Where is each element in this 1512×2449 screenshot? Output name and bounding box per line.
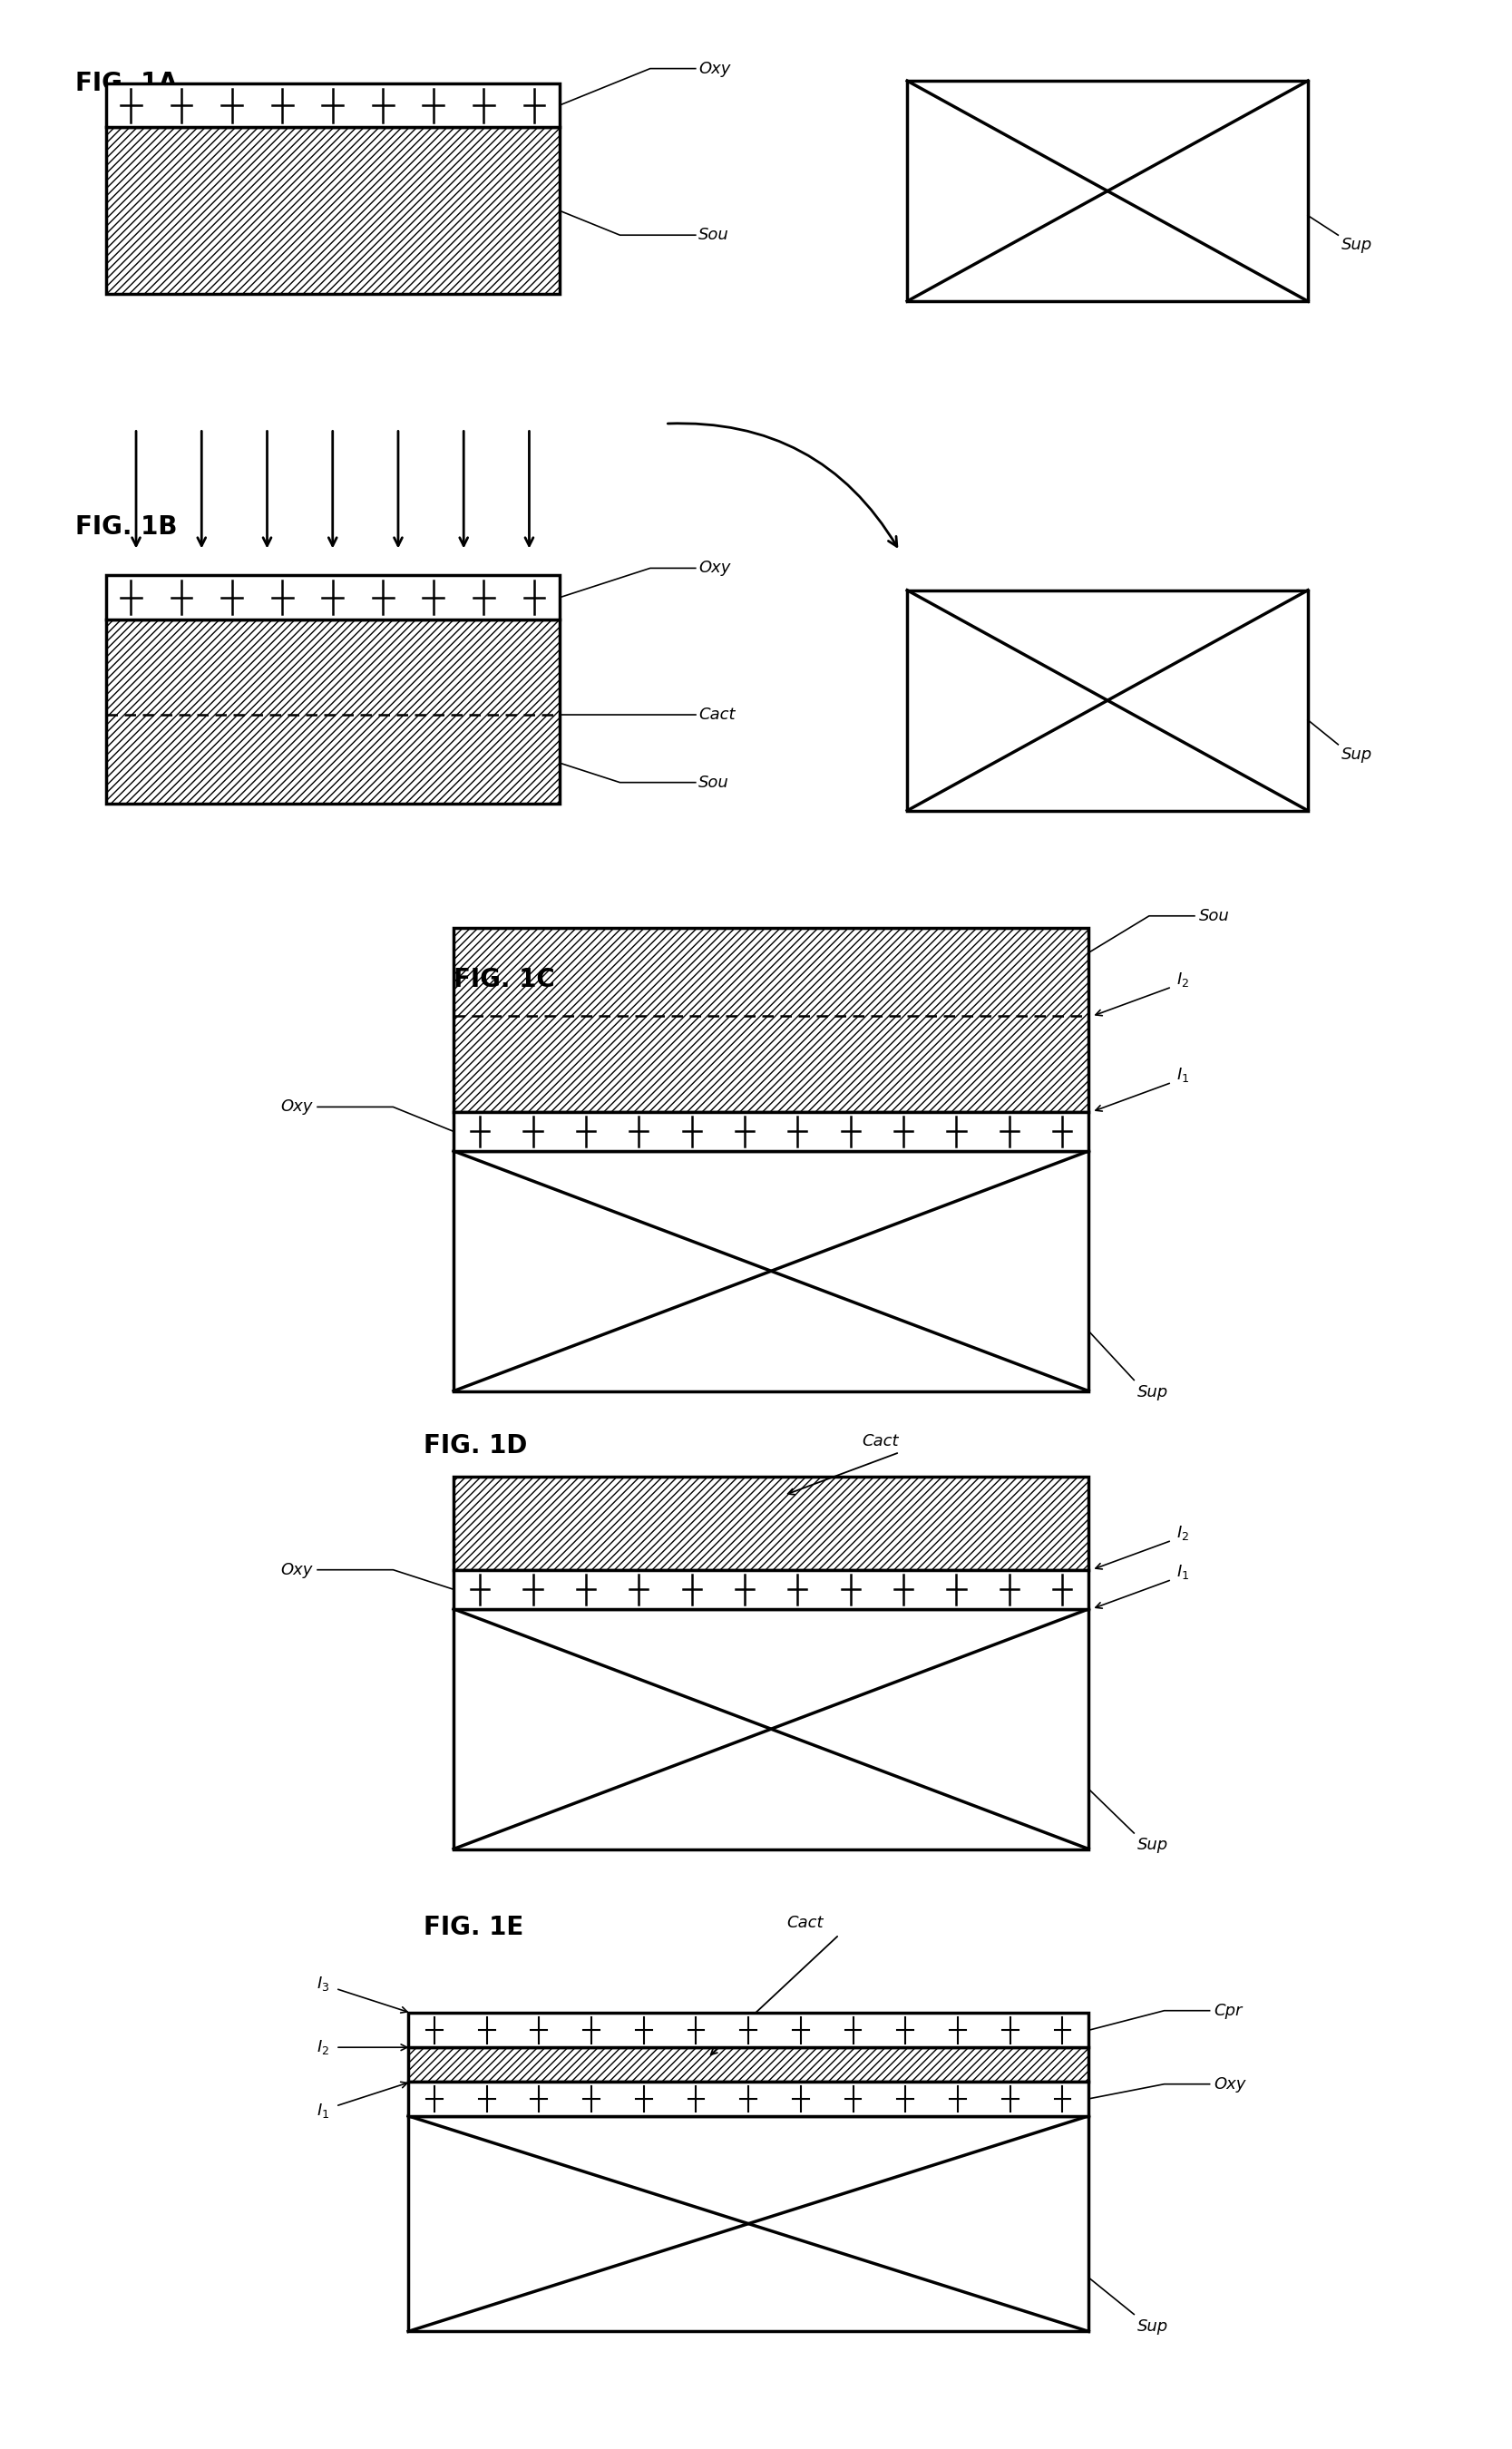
Text: Sup: Sup [1137, 1837, 1167, 1854]
Text: $\mathit{I}_1$: $\mathit{I}_1$ [1176, 1562, 1190, 1582]
Text: FIG. 1B: FIG. 1B [76, 514, 177, 539]
Bar [408, 2013, 1089, 2047]
Bar [408, 2082, 1089, 2116]
Bar [454, 928, 1089, 1112]
Text: $\mathit{I}_3$: $\mathit{I}_3$ [316, 1974, 330, 1993]
Bar [106, 620, 559, 803]
Text: Sup: Sup [1137, 1384, 1167, 1401]
Text: FIG. 1D: FIG. 1D [423, 1433, 528, 1457]
Bar [454, 1477, 1089, 1570]
Bar [454, 1112, 1089, 1151]
Text: Sup: Sup [1341, 238, 1371, 252]
Text: Sup: Sup [1137, 2319, 1167, 2334]
Text: Cact: Cact [786, 1915, 823, 1932]
Text: Sou: Sou [1199, 909, 1229, 923]
Text: Sup: Sup [1341, 747, 1371, 762]
Text: FIG. 1E: FIG. 1E [423, 1915, 523, 1940]
Text: $\mathit{I}_2$: $\mathit{I}_2$ [1176, 1523, 1188, 1543]
Text: Oxy: Oxy [281, 1100, 313, 1114]
Bar [106, 83, 559, 127]
Text: Oxy: Oxy [1214, 2077, 1246, 2091]
Text: Cact: Cact [862, 1433, 898, 1450]
Text: $\mathit{I}_1$: $\mathit{I}_1$ [316, 2101, 330, 2121]
Bar [408, 2116, 1089, 2331]
Text: $\mathit{I}_1$: $\mathit{I}_1$ [1176, 1065, 1190, 1085]
Text: Sou: Sou [699, 774, 729, 791]
Bar [106, 576, 559, 620]
Text: Oxy: Oxy [281, 1562, 313, 1577]
Bar [907, 590, 1308, 811]
Text: Cpr: Cpr [1214, 2003, 1243, 2018]
Bar [408, 2047, 1089, 2082]
Text: $\mathit{I}_2$: $\mathit{I}_2$ [1176, 970, 1188, 989]
Text: Cact: Cact [699, 708, 735, 722]
Bar [907, 81, 1308, 301]
Bar [106, 127, 559, 294]
Text: Oxy: Oxy [699, 561, 730, 576]
Text: FIG. 1C: FIG. 1C [454, 967, 555, 992]
Text: FIG. 1A: FIG. 1A [76, 71, 178, 96]
Bar [454, 1570, 1089, 1609]
Text: Sou: Sou [699, 228, 729, 242]
Text: $\mathit{I}_2$: $\mathit{I}_2$ [318, 2038, 330, 2057]
Text: Oxy: Oxy [699, 61, 730, 76]
Bar [454, 1151, 1089, 1391]
Bar [454, 1609, 1089, 1849]
